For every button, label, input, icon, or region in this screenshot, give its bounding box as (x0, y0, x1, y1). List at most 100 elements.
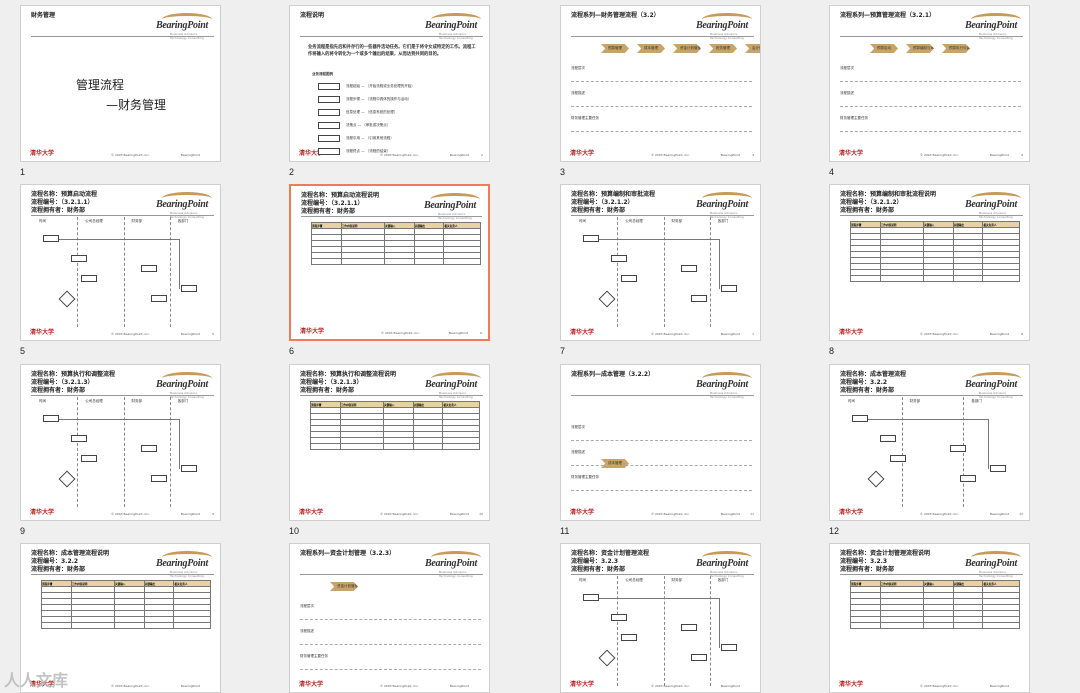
table-row (41, 604, 211, 611)
slide-thumbnail-14[interactable]: BearingPoint Business Advisors. Technolog… (289, 543, 490, 693)
table-cell (850, 622, 881, 629)
logo-arc (162, 192, 212, 205)
lane-label-1: 公司总经理 (85, 219, 103, 223)
copyright-text: © 2003 BearingPoint, Inc. (651, 512, 690, 516)
logo-text: BearingPoint (156, 379, 208, 390)
legend-shape-2 (318, 109, 340, 116)
chevron-label: 资金计划管理 (680, 46, 701, 50)
school-logo: 清华大学 (839, 329, 864, 336)
slide-title: 流程系列—预算管理流程（3.2.1） (840, 12, 936, 19)
slide-thumbnail-4[interactable]: BearingPoint Business Advisors. Technolog… (829, 5, 1030, 162)
slide-thumbnail-9[interactable]: BearingPoint Business Advisors. Technolog… (20, 364, 221, 521)
flow-box-0 (43, 235, 59, 242)
chevron-3: 税务管理 (709, 44, 737, 53)
slide-title-text: 流程名称：预算编制和审批流程 (571, 191, 656, 198)
lane-divider-2 (963, 397, 965, 507)
flow-box-1 (71, 255, 87, 262)
row-label-2: 财务管理主要任务 (571, 116, 599, 120)
slide-thumbnail-2[interactable]: BearingPoint Business Advisors. Technolog… (289, 5, 490, 162)
slide-thumbnail-10[interactable]: BearingPoint Business Advisors. Technolog… (289, 364, 490, 521)
table-row (850, 275, 1020, 282)
lane-divider-2 (663, 217, 665, 327)
header-rule (840, 36, 1023, 37)
process-table: 流程步骤 工作内容说明 关键输入 关键输出 相关负责人 (850, 221, 1020, 282)
table-cell (923, 622, 954, 629)
flow-box-1 (880, 435, 896, 442)
footer-brand: BearingPoint (180, 153, 200, 157)
lane-label-3: 各部门 (717, 578, 729, 582)
bearingpoint-logo: BearingPoint Business Advisors. Technolog… (965, 192, 1023, 219)
logo-arc (162, 551, 212, 564)
slide-thumbnail-11[interactable]: BearingPoint Business Advisors. Technolog… (560, 364, 761, 521)
process-table: 流程步骤 工作内容说明 关键输入 关键输出 相关负责人 (310, 401, 480, 450)
table-cell (443, 258, 481, 265)
table-cell (412, 443, 444, 450)
logo-tagline: Business Advisors. Technology Consulting (710, 211, 744, 219)
flow-box-2 (81, 455, 97, 462)
logo-tagline: Business Advisors. Technology Consulting (439, 570, 473, 578)
logo-text: BearingPoint (696, 379, 748, 390)
lane-divider-2 (123, 397, 125, 507)
row-divider-2 (571, 490, 752, 491)
process-description: 业务流程是指先后和并存行的一些器件活动任务。它们是于将令女成特定的工作。流程工作… (308, 45, 476, 57)
chevron-0: 预算管理 (601, 44, 629, 53)
row-label-2: 财务管理主要任务 (571, 475, 599, 479)
flow-line-h (59, 239, 179, 240)
chevron-label: 预算编制与审批 (913, 46, 938, 50)
legend-shape-0 (318, 83, 340, 90)
decision-diamond (867, 470, 885, 488)
slide-thumbnail-1[interactable]: BearingPoint Business Advisors. Technolog… (20, 5, 221, 162)
logo-arc (431, 551, 481, 564)
slide-title-text: 流程名称：资金计划管理流程 (571, 550, 650, 557)
slide-title: 流程名称：预算启动流程说明 流程编号：（3.2.1.1） 流程拥有者：财务部 (301, 192, 379, 216)
row-divider-0 (300, 619, 481, 620)
footer-brand: BearingPoint (720, 512, 740, 516)
school-logo: 清华大学 (839, 681, 864, 688)
logo-tagline: Business Advisors. Technology Consulting (979, 391, 1013, 399)
slide-code-text: 流程编号：3.2.3 (840, 558, 888, 565)
footer-brand: BearingPoint (180, 512, 200, 516)
flow-box-1 (71, 435, 87, 442)
slide-number-12: 12 (829, 526, 840, 536)
slide-title: 流程名称：成本管理流程 流程编号：3.2.2 流程拥有者：财务部 (840, 371, 906, 395)
row-divider-0 (571, 440, 752, 441)
slide-thumbnail-8[interactable]: BearingPoint Business Advisors. Technolog… (829, 184, 1030, 341)
legend-item-4: 流程引用 — （引用其他流程） (346, 136, 394, 140)
slide-code-text: 流程编号：3.2.3 (571, 558, 619, 565)
flow-line-h (868, 419, 988, 420)
slide-number-11: 11 (560, 526, 570, 536)
logo-tagline: Business Advisors. Technology Consulting (170, 570, 204, 578)
slide-code-text: 流程编号：（3.2.1.3） (300, 379, 363, 386)
slide-thumbnail-3[interactable]: BearingPoint Business Advisors. Technolog… (560, 5, 761, 162)
slide-thumbnail-5[interactable]: BearingPoint Business Advisors. Technolog… (20, 184, 221, 341)
logo-text: BearingPoint (156, 558, 208, 569)
slide-thumbnail-6[interactable]: BearingPoint Business Advisors. Technolog… (289, 184, 490, 341)
slide-thumbnail-16[interactable]: BearingPoint Business Advisors. Technolog… (829, 543, 1030, 693)
row-divider-2 (571, 131, 752, 132)
slide-thumbnail-12[interactable]: BearingPoint Business Advisors. Technolog… (829, 364, 1030, 521)
bearingpoint-logo: BearingPoint Business Advisors. Technolog… (696, 13, 754, 40)
slide-owner-text: 流程拥有者：财务部 (840, 207, 895, 214)
flow-box-4 (151, 475, 167, 482)
lane-label-2: 财务部 (671, 578, 683, 582)
row-label-0: 流程层次 (571, 425, 585, 429)
slide-thumbnail-15[interactable]: BearingPoint Business Advisors. Technolog… (560, 543, 761, 693)
logo-tagline: Business Advisors. Technology Consulting (170, 391, 204, 399)
slide-number-5: 5 (20, 346, 26, 356)
table-cell (413, 258, 445, 265)
school-logo: 清华大学 (30, 329, 55, 336)
flow-box-2 (621, 634, 637, 641)
slide-title: 流程名称：预算执行和调整流程说明 流程编号：（3.2.1.3） 流程拥有者：财务部 (300, 371, 396, 395)
logo-arc (971, 372, 1021, 385)
slide-title-text: 流程名称：资金计划管理流程说明 (840, 550, 931, 557)
copyright-text: © 2003 BearingPoint, Inc. (111, 332, 150, 336)
lane-label-1: 公司总经理 (625, 578, 643, 582)
slide-thumbnail-13[interactable]: BearingPoint Business Advisors. Technolog… (20, 543, 221, 693)
lane-label-1: 公司总经理 (85, 399, 103, 403)
school-logo: 清华大学 (570, 681, 595, 688)
flow-box-5 (181, 465, 197, 472)
logo-arc (702, 192, 752, 205)
logo-arc (971, 192, 1021, 205)
slide-thumbnail-7[interactable]: BearingPoint Business Advisors. Technolog… (560, 184, 761, 341)
lane-divider-1 (617, 576, 619, 686)
